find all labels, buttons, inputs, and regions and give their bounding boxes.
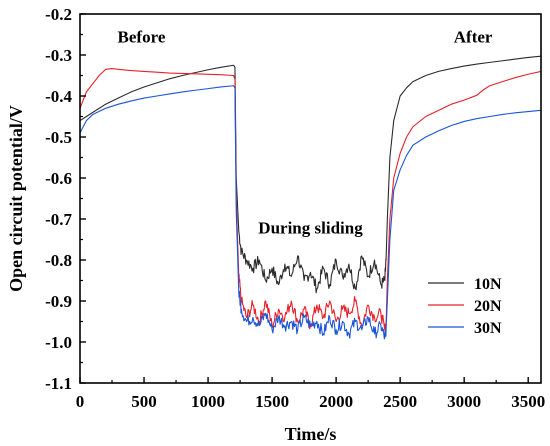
- legend-label: 10N: [474, 276, 502, 293]
- annotation-label: During sliding: [258, 218, 363, 237]
- series-layer: [80, 55, 541, 340]
- x-tick-label: 500: [131, 392, 157, 411]
- y-tick-label: -0.5: [45, 128, 72, 147]
- y-axis-title: Open circuit potential/V: [6, 105, 26, 292]
- x-axis: 0 500 1000 1500 2000 2500 3000 3500: [76, 377, 545, 411]
- y-tick-label: -1.1: [45, 374, 72, 393]
- legend: 10N 20N 30N: [428, 276, 502, 337]
- annotations: Before During sliding After: [118, 28, 493, 238]
- y-tick-label: -0.7: [45, 210, 72, 229]
- annotation-label: Before: [118, 28, 166, 47]
- legend-label: 20N: [474, 298, 502, 315]
- y-tick-label: -0.9: [45, 292, 72, 311]
- y-tick-label: -1.0: [45, 333, 72, 352]
- legend-label: 30N: [474, 320, 502, 337]
- y-axis: -0.2 -0.3 -0.4 -0.5 -0.6 -0.7 -0.8 -0.9 -1.0 -1.1: [45, 5, 86, 393]
- series-line-30N: [80, 85, 541, 340]
- x-tick-label: 2000: [319, 392, 353, 411]
- x-axis-title: Time/s: [285, 424, 337, 444]
- series-line-10N: [80, 55, 541, 294]
- x-tick-label: 2500: [383, 392, 417, 411]
- y-tick-label: -0.6: [45, 169, 72, 188]
- y-tick-label: -0.3: [45, 46, 72, 65]
- series-line-20N: [80, 67, 541, 336]
- x-tick-label: 0: [76, 392, 85, 411]
- x-tick-label: 1000: [191, 392, 225, 411]
- y-tick-label: -0.2: [45, 5, 72, 24]
- y-tick-label: -0.8: [45, 251, 72, 270]
- x-tick-label: 3500: [511, 392, 545, 411]
- x-tick-label: 1500: [255, 392, 289, 411]
- annotation-label: After: [454, 28, 493, 47]
- y-tick-label: -0.4: [45, 87, 72, 106]
- x-tick-label: 3000: [447, 392, 481, 411]
